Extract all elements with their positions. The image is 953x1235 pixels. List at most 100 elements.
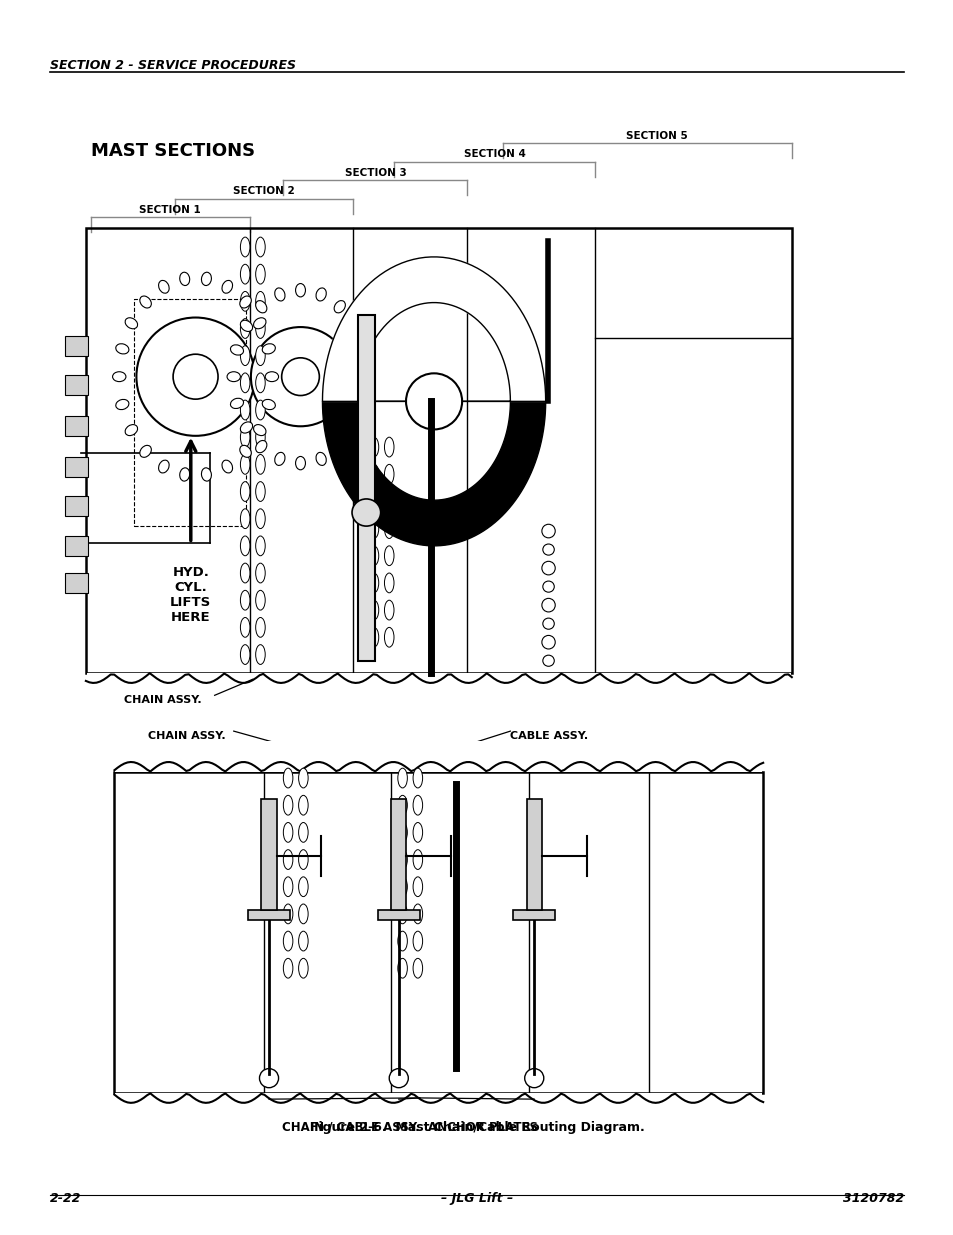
Ellipse shape [295,457,305,469]
Ellipse shape [255,300,267,312]
Ellipse shape [298,877,308,897]
Ellipse shape [255,400,265,420]
Ellipse shape [283,931,293,951]
Circle shape [259,1068,278,1088]
Ellipse shape [240,291,250,311]
Ellipse shape [541,636,555,650]
Bar [65,457,88,477]
Ellipse shape [413,958,422,978]
Ellipse shape [357,345,370,356]
Ellipse shape [357,398,370,409]
Ellipse shape [265,372,278,382]
Ellipse shape [542,582,554,593]
Ellipse shape [158,280,169,293]
Text: HYD.
CYL.
LIFTS
HERE: HYD. CYL. LIFTS HERE [170,566,212,624]
Ellipse shape [413,877,422,897]
Ellipse shape [298,904,308,924]
Ellipse shape [413,795,422,815]
Ellipse shape [255,590,265,610]
Ellipse shape [315,452,326,466]
Ellipse shape [369,437,378,457]
Ellipse shape [227,372,240,382]
Text: Figure 2-6.  Mast Chain/Cable Routing Diagram.: Figure 2-6. Mast Chain/Cable Routing Dia… [310,1120,643,1134]
Ellipse shape [115,399,129,410]
Text: SECTION 5: SECTION 5 [625,131,687,141]
Ellipse shape [348,320,360,331]
Ellipse shape [298,795,308,815]
Ellipse shape [413,904,422,924]
Ellipse shape [179,272,190,285]
Ellipse shape [125,425,137,436]
Ellipse shape [240,320,253,331]
Ellipse shape [413,768,422,788]
Ellipse shape [397,958,407,978]
Ellipse shape [369,573,378,593]
Ellipse shape [360,372,374,382]
Ellipse shape [255,454,265,474]
Ellipse shape [283,850,293,869]
Ellipse shape [334,300,345,312]
Ellipse shape [240,427,250,447]
Ellipse shape [240,618,250,637]
Ellipse shape [369,492,378,511]
Polygon shape [322,257,545,401]
Ellipse shape [112,372,126,382]
Bar [377,910,419,920]
Ellipse shape [369,546,378,566]
Text: SECTION 1: SECTION 1 [139,205,201,215]
Ellipse shape [384,546,394,566]
Ellipse shape [542,545,554,556]
Ellipse shape [240,482,250,501]
Circle shape [406,373,461,430]
Bar [513,910,555,920]
Ellipse shape [384,627,394,647]
Ellipse shape [397,795,407,815]
Text: SECTION 2: SECTION 2 [233,186,294,196]
Ellipse shape [240,536,250,556]
Ellipse shape [240,422,253,433]
Ellipse shape [283,958,293,978]
Ellipse shape [240,590,250,610]
Ellipse shape [369,464,378,484]
Ellipse shape [369,519,378,538]
Ellipse shape [384,464,394,484]
Ellipse shape [240,645,250,664]
Ellipse shape [140,296,152,308]
Bar [526,799,541,910]
Ellipse shape [274,288,285,301]
Ellipse shape [158,461,169,473]
Ellipse shape [397,904,407,924]
Ellipse shape [298,931,308,951]
Ellipse shape [255,427,265,447]
Bar [391,799,406,910]
Bar [65,416,88,436]
Ellipse shape [274,452,285,466]
Text: MAST SECTIONS: MAST SECTIONS [91,142,254,161]
Ellipse shape [298,768,308,788]
Ellipse shape [541,599,555,613]
Ellipse shape [283,795,293,815]
Ellipse shape [397,931,407,951]
Ellipse shape [140,446,152,457]
Ellipse shape [384,437,394,457]
Circle shape [251,327,350,426]
Ellipse shape [413,850,422,869]
Ellipse shape [384,600,394,620]
Ellipse shape [240,237,250,257]
Ellipse shape [384,492,394,511]
Ellipse shape [283,768,293,788]
Ellipse shape [397,768,407,788]
Polygon shape [322,401,545,546]
Ellipse shape [397,823,407,842]
Ellipse shape [240,454,250,474]
Ellipse shape [239,446,251,457]
Ellipse shape [201,468,212,482]
Ellipse shape [240,346,250,366]
Text: SECTION 4: SECTION 4 [463,149,525,159]
Ellipse shape [352,499,380,526]
Ellipse shape [384,519,394,538]
Ellipse shape [541,525,555,538]
Bar [114,772,762,1093]
Ellipse shape [253,317,266,329]
Ellipse shape [240,264,250,284]
